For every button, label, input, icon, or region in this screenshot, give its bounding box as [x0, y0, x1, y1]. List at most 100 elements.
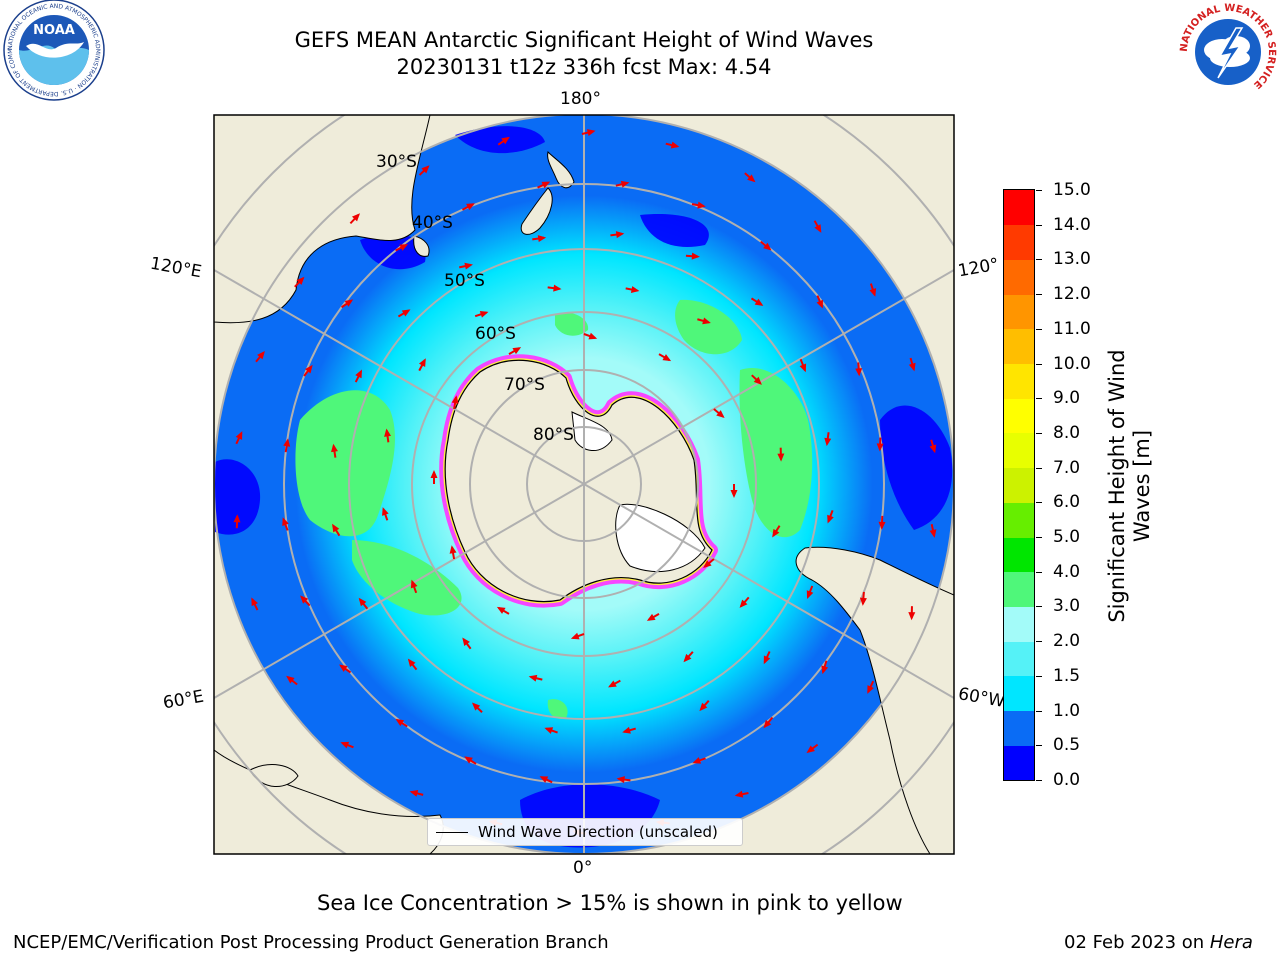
legend-line-swatch: [436, 832, 468, 833]
lat-label-50s: 50°S: [444, 271, 485, 291]
colorbar-bin: [1004, 432, 1034, 469]
wave-arrow-head: [401, 309, 411, 317]
colorbar-tick-label: 6.0: [1053, 492, 1081, 513]
australia: [214, 115, 431, 324]
colorbar-bin: [1004, 537, 1034, 573]
colorbar-tick-label: 12.0: [1053, 284, 1091, 305]
wave-arrow-head: [716, 410, 725, 418]
colorbar-tick-label: 8.0: [1053, 422, 1081, 443]
wave-arrow-head: [586, 129, 596, 136]
wave-arrow-head: [878, 521, 886, 530]
wave-arrow-head: [355, 369, 362, 379]
wave-arrow-head: [772, 528, 780, 538]
wave-arrow-head: [763, 242, 772, 251]
colorbar-tick-label: 9.0: [1053, 388, 1081, 409]
colorbar-tick: [1036, 745, 1042, 747]
wave-arrow-head: [739, 599, 748, 608]
wave-arrow-head: [286, 675, 295, 684]
colorbar-tick: [1036, 571, 1042, 573]
wave-arrow-head: [449, 545, 457, 554]
colorbar-tick-label: 1.5: [1053, 665, 1081, 686]
wave-arrow-head: [570, 632, 580, 640]
wave-arrow-head: [340, 741, 350, 749]
colorbar-tick: [1036, 190, 1042, 191]
colorbar-bin: [1004, 363, 1034, 399]
colorbar-title: Significant Height of Wind Waves [m]: [1105, 306, 1155, 666]
colorbar-tick-label: 0.5: [1053, 735, 1081, 756]
colorbar-tick-label: 15.0: [1053, 180, 1091, 200]
colorbar-bin: [1004, 190, 1034, 226]
ross-sea-ice: [571, 411, 613, 451]
colorbar-bin: [1004, 710, 1034, 746]
lat-label-40s: 40°S: [412, 213, 453, 233]
lat-label-30s: 30°S: [376, 152, 417, 172]
wave-arrow-head: [351, 213, 361, 222]
wave-arrow-head: [630, 286, 640, 293]
wave-arrow-head: [855, 368, 863, 377]
colorbar-tick: [1036, 328, 1042, 330]
wave-direction-arrows: [233, 129, 937, 837]
wave-arrow-head: [754, 298, 764, 306]
high-wave-regions: [295, 299, 813, 720]
wave-arrow-head: [544, 727, 554, 734]
wave-arrow-head: [869, 288, 877, 297]
wave-arrow-head: [464, 756, 473, 764]
colorbar-bin: [1004, 294, 1034, 330]
wave-arrow-head: [753, 376, 762, 385]
wave-arrow-head: [824, 437, 832, 447]
wave-arrow-head: [553, 284, 562, 292]
colorbar-tick-label: 3.0: [1053, 596, 1081, 617]
wave-arrow-head: [471, 702, 481, 711]
wave-arrow-head: [929, 529, 937, 538]
wave-arrow-head: [421, 165, 430, 174]
footer-date-text: 02 Feb 2023 on: [1064, 932, 1210, 953]
colorbar-tick-label: 5.0: [1053, 527, 1081, 548]
wave-arrow-head: [703, 560, 712, 568]
wave-arrow-head: [670, 141, 680, 149]
noaa-logo-icon: NATIONAL OCEANIC AND ATMOSPHERIC ADMINIS…: [2, 0, 105, 101]
wave-arrow-head: [622, 726, 631, 734]
colorbar: [1003, 189, 1035, 781]
wave-arrow-head: [763, 719, 772, 729]
wave-arrow-head: [777, 453, 785, 462]
wave-arrow-head: [763, 655, 771, 665]
colorbar-bin: [1004, 641, 1034, 677]
colorbar-title-line1: Significant Height of Wind: [1105, 349, 1129, 623]
wave-arrow-head: [691, 252, 700, 260]
wave-arrow-head: [537, 235, 547, 243]
wave-arrow-head: [539, 776, 549, 783]
colorbar-bin: [1004, 467, 1034, 503]
wave-arrow-head: [257, 350, 265, 360]
colorbar-bin: [1004, 398, 1034, 434]
wave-arrow-head: [496, 606, 506, 614]
wave-arrow-head: [827, 514, 834, 524]
wave-arrow-head: [233, 514, 241, 523]
wave-arrow-head: [541, 181, 551, 189]
wave-arrow-head: [908, 612, 916, 621]
wave-arrow-head: [466, 203, 475, 211]
wave-arrow-head: [806, 745, 815, 754]
colorbar-bin: [1004, 606, 1034, 642]
footer-date: 02 Feb 2023 on Hera: [1064, 932, 1253, 953]
colorbar-tick: [1036, 363, 1042, 365]
wave-arrow-head: [399, 244, 409, 251]
colorbar-tick-label: 13.0: [1053, 249, 1091, 270]
wave-arrow-head: [702, 317, 711, 325]
colorbar-tick: [1036, 780, 1042, 781]
wave-arrow-head: [304, 364, 313, 374]
wave-arrow-head: [430, 470, 438, 478]
footer-host: Hera: [1209, 932, 1253, 953]
wave-arrow-head: [395, 718, 405, 727]
wave-arrow-head: [296, 276, 305, 285]
wave-arrow-head: [814, 224, 822, 233]
colorbar-tick: [1036, 606, 1042, 608]
colorbar-tick: [1036, 710, 1042, 712]
wave-arrow-head: [683, 653, 692, 663]
sea-ice-note: Sea Ice Concentration > 15% is shown in …: [317, 891, 903, 915]
wave-arrow-head: [331, 443, 338, 453]
tasmania: [413, 235, 430, 257]
wave-arrow-head: [407, 658, 416, 668]
colorbar-title-line2: Waves [m]: [1130, 429, 1154, 543]
lon-label-0: 0°: [573, 858, 593, 878]
colorbar-tick-label: 2.0: [1053, 631, 1081, 652]
